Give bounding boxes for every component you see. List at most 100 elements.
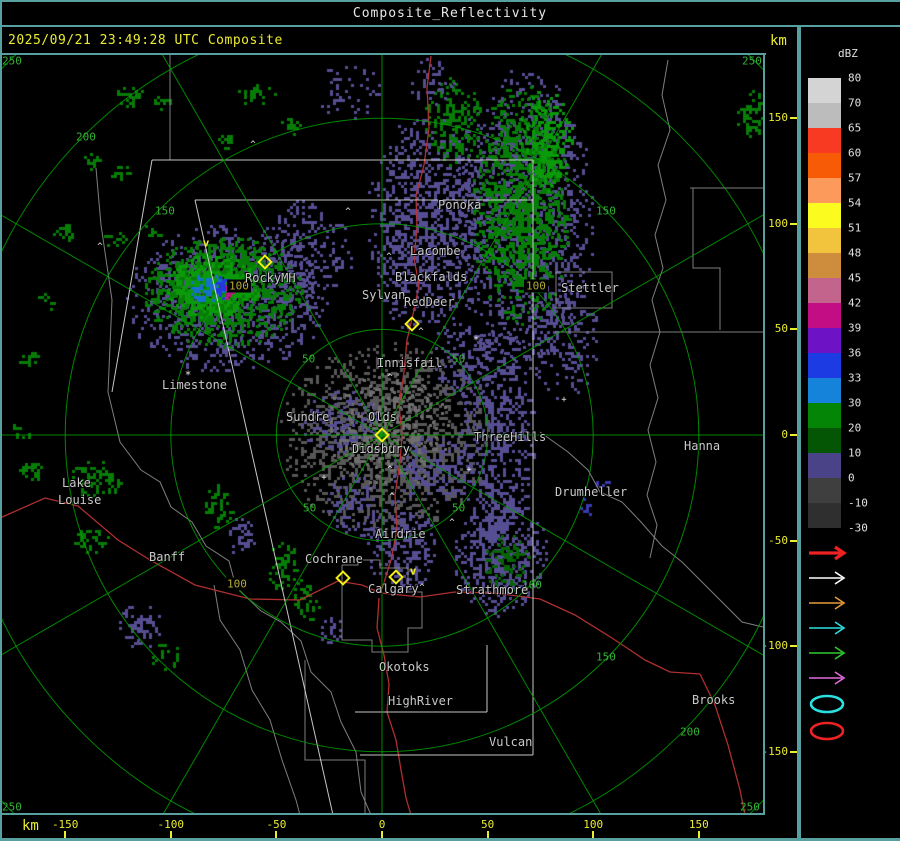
colorbar-cell-45	[808, 278, 841, 303]
colorbar-tick-label: 33	[848, 371, 862, 385]
window-border-left	[0, 0, 2, 841]
colorbar-cell-39	[808, 328, 841, 353]
colorbar-tick-label: 45	[848, 271, 862, 285]
colorbar-tick-label: -30	[848, 521, 868, 535]
track-arrow-icon	[809, 596, 846, 610]
window-border-bottom	[0, 838, 900, 841]
bottom-axis-tick	[592, 831, 595, 838]
colorbar-tick-label: 57	[848, 171, 862, 185]
county-boundary-line	[341, 559, 423, 653]
county-boundary-line	[213, 584, 300, 813]
colorbar-tick-label: 30	[848, 396, 862, 410]
colorbar-tick-label: 0	[848, 471, 855, 485]
range-ring-100km	[170, 223, 594, 647]
bottom-axis-tick	[381, 831, 383, 838]
colorbar-cell-0	[808, 478, 841, 503]
colorbar-cell-36	[808, 353, 841, 378]
track-arrow-icon	[809, 571, 846, 585]
range-spoke	[2, 434, 383, 655]
colorbar-tick-label: 36	[848, 346, 862, 360]
bottom-axis-tick-label: -50	[266, 818, 287, 831]
track-legend-item-31JP: 31JP	[806, 642, 852, 664]
bottom-axis-tick	[697, 831, 700, 838]
colorbar-title: dBZ	[838, 47, 858, 60]
bottom-axis-tick-label: -100	[157, 818, 185, 831]
map-border-top	[0, 53, 766, 55]
colorbar-tick-label: 70	[848, 96, 862, 110]
colorbar-cell-20	[808, 428, 841, 453]
titlebar-divider	[0, 25, 900, 27]
highway-line	[380, 591, 701, 675]
track-legend-item-27ZW: 27ZW	[806, 617, 852, 639]
track-arrow-icon	[809, 646, 846, 660]
track-ellipse-icon	[809, 694, 845, 714]
colorbar-tick-label: -10	[848, 496, 868, 510]
track-legend-item-111V: 111V	[806, 592, 852, 614]
colorbar-cell-30	[808, 403, 841, 428]
range-spoke	[381, 434, 763, 656]
highway-line	[2, 497, 382, 601]
map-border-right	[763, 53, 765, 815]
right-axis-tick	[790, 117, 797, 120]
track-legend-item-forecast: forecast	[806, 542, 852, 564]
colorbar-tick-label: 10	[848, 446, 862, 460]
bottom-axis-tick-label: 100	[583, 818, 604, 831]
right-axis-unit-label: km	[770, 33, 787, 49]
colorbar-cell-51	[808, 228, 841, 253]
bottom-axis-tick-label: 0	[378, 818, 386, 831]
right-axis-tick	[790, 539, 797, 542]
map-border-bottom	[0, 813, 765, 815]
track-arrow-icon	[809, 545, 847, 561]
radar-sector-line	[111, 159, 153, 393]
range-spoke	[2, 215, 383, 436]
colorbar-cell-33	[808, 378, 841, 403]
colorbar-tick-label: 39	[848, 321, 862, 335]
colorbar-cell-70	[808, 103, 841, 128]
range-spoke	[381, 55, 602, 436]
right-axis-tick	[790, 222, 797, 225]
colorbar-cell-54	[808, 203, 841, 228]
bottom-axis-tick-label: 150	[688, 818, 709, 831]
range-spoke	[381, 214, 763, 436]
bottom-axis-unit-label: km	[22, 818, 39, 834]
right-axis-tick	[790, 434, 797, 436]
county-boundary-line	[646, 59, 671, 559]
right-axis-tick	[790, 750, 797, 753]
colorbar-tick-label: 48	[848, 246, 862, 260]
window-title: Composite_Reflectivity	[352, 6, 548, 21]
colorbar-cell-60	[808, 153, 841, 178]
bottom-axis-tick	[486, 831, 489, 838]
track-arrow-icon	[809, 671, 846, 685]
track-legend-item-09EA: 09EA	[806, 567, 852, 589]
range-spoke	[163, 434, 383, 813]
colorbar-tick-label: 51	[848, 221, 862, 235]
map-overlay-svg	[2, 55, 763, 813]
timestamp-label: 2025/09/21 23:49:28 UTC Composite	[8, 33, 283, 48]
window-border-top	[0, 0, 900, 2]
radar-sector-line	[194, 199, 334, 813]
colorbar-tick-label: 60	[848, 146, 862, 160]
highway-line	[380, 55, 432, 593]
right-axis-tick	[790, 645, 797, 648]
colorbar-cell-65	[808, 128, 841, 153]
track-legend-item-18TS: 18TS	[806, 667, 852, 689]
range-ring-150km	[64, 117, 700, 753]
county-boundary-line	[304, 660, 366, 813]
track-arrow-icon	[809, 621, 846, 635]
bottom-axis-tick	[275, 831, 278, 838]
colorbar-cell-80	[808, 78, 841, 103]
bottom-axis-tick-label: -150	[51, 818, 79, 831]
panel-divider	[797, 27, 801, 841]
bottom-axis-tick	[64, 831, 67, 838]
colorbar-cell-42	[808, 303, 841, 328]
colorbar-tick-label: 65	[848, 121, 862, 135]
radar-map-viewport[interactable]	[2, 55, 763, 813]
range-spoke	[162, 55, 383, 436]
track-legend-item-forecast: forecast	[806, 720, 852, 742]
range-ring-50km	[275, 328, 489, 542]
county-boundary-line	[555, 271, 613, 309]
colorbar-tick-label: 80	[848, 71, 862, 85]
colorbar-cell-57	[808, 178, 841, 203]
highway-line	[699, 673, 746, 813]
colorbar-tick-label: 54	[848, 196, 862, 210]
